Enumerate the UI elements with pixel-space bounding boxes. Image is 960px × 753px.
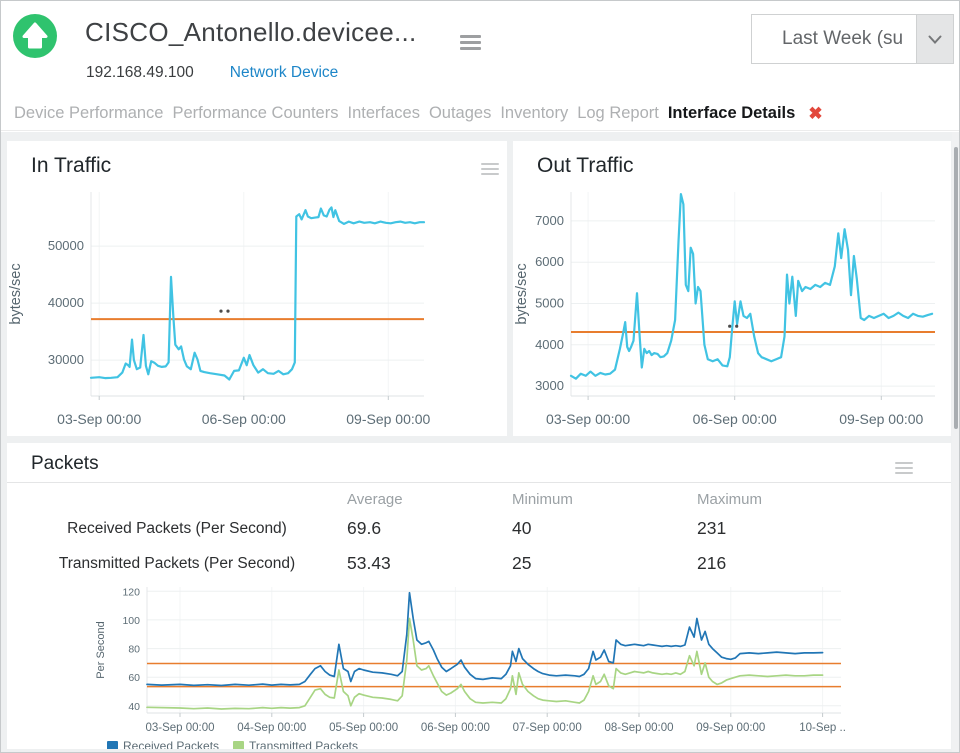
device-title: CISCO_Antonello.devicee... xyxy=(85,17,417,47)
in-traffic-chart: 30000 40000 50000 03-Sep 00:00 06-Sep 00:00 0… xyxy=(8,192,431,427)
svg-text:40000: 40000 xyxy=(48,295,84,310)
svg-text:100: 100 xyxy=(122,615,140,627)
device-ip: 192.168.49.100 xyxy=(86,64,194,81)
packets-panel: Packets Average Minimum Maximum Received xyxy=(7,443,951,749)
legend-label: Transmitted Packets xyxy=(249,739,358,749)
packets-chart: 40 60 80 100 120 03-Sep 00:00 04-Sep 00:00 05-S… xyxy=(95,586,846,734)
device-menu-icon[interactable] xyxy=(460,32,481,53)
packets-title: Packets xyxy=(31,453,99,474)
tab-interface-details[interactable]: Interface Details xyxy=(667,104,796,122)
svg-text:bytes/sec: bytes/sec xyxy=(8,263,24,324)
vertical-scrollbar xyxy=(952,132,959,752)
packets-menu-icon[interactable] xyxy=(895,459,913,477)
col-minimum: Minimum xyxy=(512,491,573,508)
svg-text:07-Sep 00:00: 07-Sep 00:00 xyxy=(513,722,582,734)
out-traffic-title: Out Traffic xyxy=(537,154,634,177)
period-dropdown-value: Last Week (su xyxy=(782,28,904,49)
col-average: Average xyxy=(347,491,403,508)
device-type-link[interactable]: Network Device xyxy=(229,64,339,81)
svg-text:06-Sep 00:00: 06-Sep 00:00 xyxy=(421,722,490,734)
svg-text:3000: 3000 xyxy=(535,378,564,393)
tab-interfaces[interactable]: Interfaces xyxy=(347,104,420,122)
svg-text:40: 40 xyxy=(128,701,140,713)
svg-text:50000: 50000 xyxy=(48,238,84,253)
tab-log-report[interactable]: Log Report xyxy=(577,104,659,122)
header: CISCO_Antonello.devicee... 192.168.49.10… xyxy=(1,1,959,132)
table-header-row: Average Minimum Maximum xyxy=(7,485,951,511)
svg-text:bytes/sec: bytes/sec xyxy=(514,263,530,324)
svg-text:60: 60 xyxy=(128,672,140,684)
chart-legend: Received Packets Transmitted Packets xyxy=(107,739,951,749)
svg-text:Per Second: Per Second xyxy=(95,621,107,678)
svg-text:09-Sep 00:00: 09-Sep 00:00 xyxy=(346,411,430,427)
divider xyxy=(7,482,951,483)
in-traffic-panel: In Traffic 30000 40000 50000 03-Sep 00:00 06… xyxy=(7,141,507,436)
transmitted-packets-swatch xyxy=(233,740,245,749)
tab-bar: Device Performance Performance Counters … xyxy=(1,97,959,131)
row-label: Received Packets (Per Second) xyxy=(67,519,287,537)
out-traffic-chart: 3000 4000 5000 6000 7000 03-Sep 00:00 06-Sep 0… xyxy=(514,192,935,427)
svg-text:06-Sep 00:00: 06-Sep 00:00 xyxy=(693,411,777,427)
up-arrow-icon xyxy=(13,14,57,58)
out-traffic-panel: Out Traffic 3000 4000 5000 6000 7000 03-Sep 0… xyxy=(513,141,951,436)
transmitted-minimum: 25 xyxy=(512,553,532,573)
device-status-up-icon xyxy=(13,14,57,58)
table-row: Received Packets (Per Second) 69.6 40 23… xyxy=(7,511,951,546)
svg-text:03-Sep 00:00: 03-Sep 00:00 xyxy=(57,411,141,427)
transmitted-maximum: 216 xyxy=(697,553,727,573)
svg-text:03-Sep 00:00: 03-Sep 00:00 xyxy=(145,722,214,734)
chevron-down-icon[interactable] xyxy=(916,15,953,63)
received-minimum: 40 xyxy=(512,518,532,538)
transmitted-average: 53.43 xyxy=(347,553,391,573)
content-area: In Traffic 30000 40000 50000 03-Sep 00:00 06… xyxy=(1,132,959,752)
tab-outages[interactable]: Outages xyxy=(428,104,492,122)
svg-text:7000: 7000 xyxy=(535,213,564,228)
col-maximum: Maximum xyxy=(697,491,763,508)
tab-performance-counters[interactable]: Performance Counters xyxy=(172,104,339,122)
received-maximum: 231 xyxy=(697,518,727,538)
svg-text:120: 120 xyxy=(122,586,140,598)
svg-text:4000: 4000 xyxy=(535,337,564,352)
svg-text:08-Sep 00:00: 08-Sep 00:00 xyxy=(604,722,673,734)
svg-text:09-Sep 00:00: 09-Sep 00:00 xyxy=(839,411,923,427)
received-average: 69.6 xyxy=(347,518,382,538)
svg-text:80: 80 xyxy=(128,644,140,656)
svg-text:6000: 6000 xyxy=(535,254,564,269)
period-dropdown[interactable]: Last Week (su xyxy=(751,14,954,64)
svg-text:04-Sep 00:00: 04-Sep 00:00 xyxy=(237,722,306,734)
packets-table: Average Minimum Maximum Received Packets… xyxy=(7,485,951,581)
table-row: Transmitted Packets (Per Second) 53.43 2… xyxy=(7,546,951,581)
legend-item: Received Packets xyxy=(107,739,219,749)
svg-text:03-Sep 00:00: 03-Sep 00:00 xyxy=(546,411,630,427)
svg-text:10-Sep ..: 10-Sep .. xyxy=(799,722,846,734)
svg-text:05-Sep 00:00: 05-Sep 00:00 xyxy=(329,722,398,734)
in-traffic-menu-icon[interactable] xyxy=(481,160,499,178)
scrollbar-thumb[interactable] xyxy=(954,147,958,429)
svg-text:06-Sep 00:00: 06-Sep 00:00 xyxy=(202,411,286,427)
in-traffic-title: In Traffic xyxy=(31,154,112,177)
svg-text:30000: 30000 xyxy=(48,352,84,367)
svg-text:09-Sep 00:00: 09-Sep 00:00 xyxy=(696,722,765,734)
row-label: Transmitted Packets (Per Second) xyxy=(58,554,296,572)
legend-item: Transmitted Packets xyxy=(233,739,358,749)
tab-inventory[interactable]: Inventory xyxy=(500,104,569,122)
received-packets-swatch xyxy=(107,740,118,749)
tab-device-performance[interactable]: Device Performance xyxy=(14,104,164,122)
legend-label: Received Packets xyxy=(123,739,220,749)
svg-text:5000: 5000 xyxy=(535,296,564,311)
close-tab-icon[interactable]: ✖ xyxy=(808,104,823,123)
